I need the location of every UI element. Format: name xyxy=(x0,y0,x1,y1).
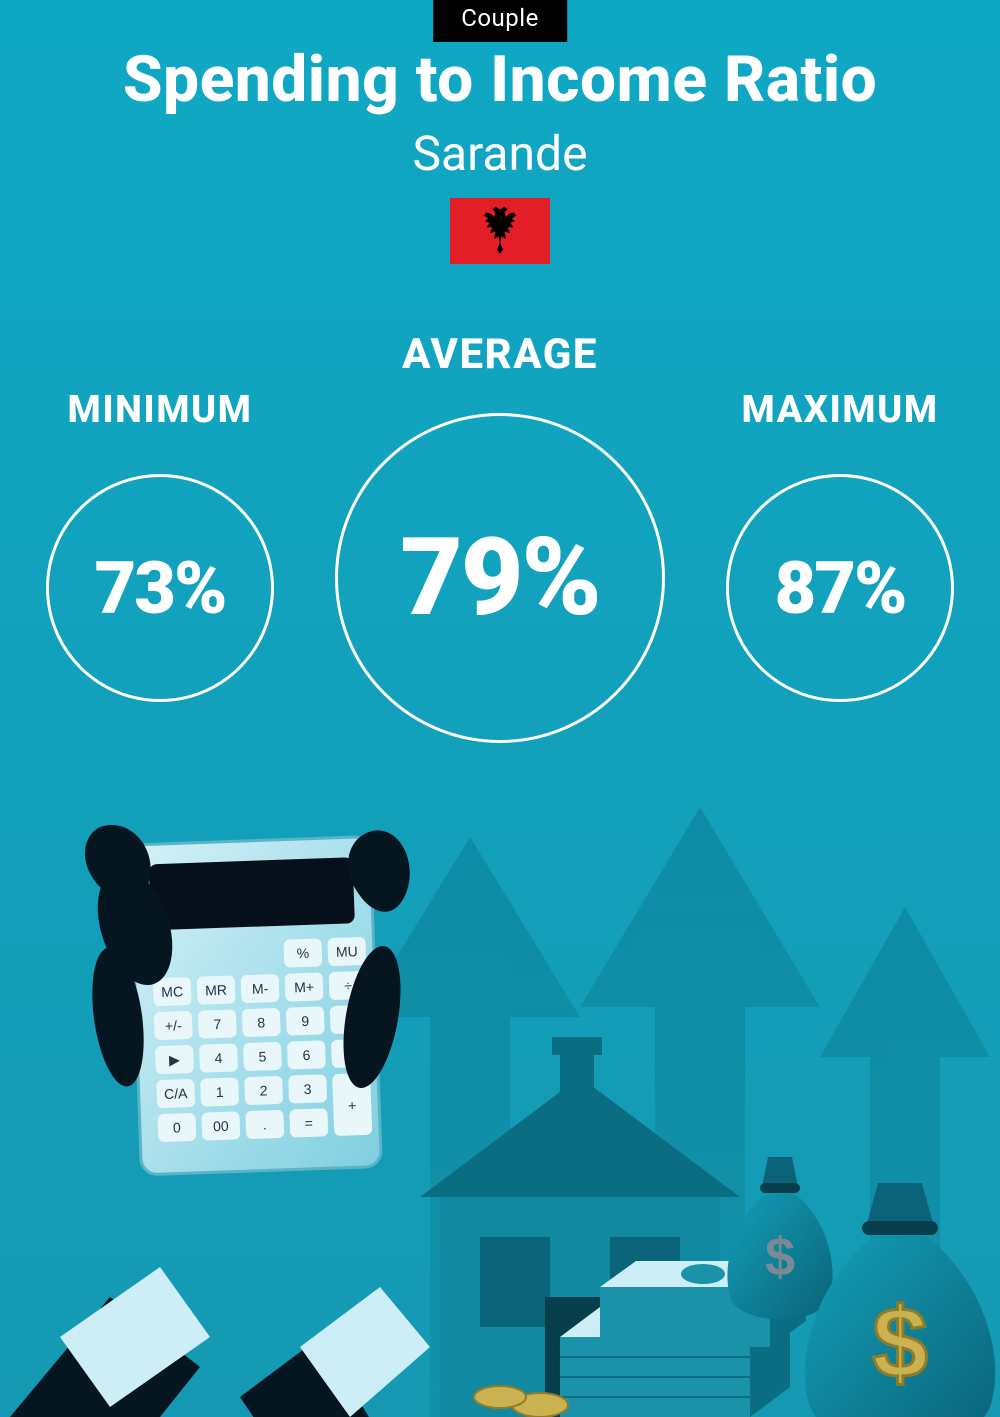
metric-minimum-value: 73% xyxy=(95,546,226,631)
svg-text:$: $ xyxy=(872,1287,928,1399)
metric-average-label: AVERAGE xyxy=(402,330,598,379)
metric-maximum-value: 87% xyxy=(775,546,906,631)
svg-text:.: . xyxy=(263,1116,267,1132)
metric-maximum-label: MAXIMUM xyxy=(741,388,938,432)
metric-average: AVERAGE 79% xyxy=(320,330,680,743)
svg-text:1: 1 xyxy=(216,1084,225,1100)
svg-text:MU: MU xyxy=(336,943,358,960)
svg-text:▶: ▶ xyxy=(169,1051,181,1067)
svg-text:MC: MC xyxy=(161,983,183,1000)
money-bag-icon: $ xyxy=(805,1183,995,1417)
svg-text:M-: M- xyxy=(252,980,269,997)
svg-text:4: 4 xyxy=(214,1050,223,1066)
svg-text:M+: M+ xyxy=(294,979,314,996)
metric-maximum-circle: 87% xyxy=(726,474,954,702)
svg-text:=: = xyxy=(304,1115,313,1131)
svg-text:MR: MR xyxy=(205,982,227,999)
category-badge-text: Couple xyxy=(461,4,539,32)
svg-text:$: $ xyxy=(765,1227,795,1287)
metrics-row: MINIMUM 73% AVERAGE 79% MAXIMUM 87% xyxy=(0,330,1000,743)
svg-text:5: 5 xyxy=(258,1048,267,1064)
svg-text:00: 00 xyxy=(213,1118,229,1135)
metric-average-value: 79% xyxy=(400,515,599,641)
finance-illustration: $ $ xyxy=(0,777,1000,1417)
metric-minimum-label: MINIMUM xyxy=(68,388,253,432)
svg-text:6: 6 xyxy=(302,1047,311,1063)
svg-text:+/-: +/- xyxy=(165,1017,183,1034)
svg-text:0: 0 xyxy=(173,1119,182,1135)
svg-text:2: 2 xyxy=(259,1082,268,1098)
svg-text:÷: ÷ xyxy=(344,977,353,993)
svg-text:8: 8 xyxy=(257,1014,266,1030)
svg-text:7: 7 xyxy=(213,1016,222,1032)
page-title: Spending to Income Ratio xyxy=(0,42,1000,117)
country-flag xyxy=(450,198,550,264)
category-badge: Couple xyxy=(433,0,567,42)
svg-text:C/A: C/A xyxy=(164,1085,189,1102)
metric-maximum: MAXIMUM 87% xyxy=(700,388,980,702)
infographic-canvas: Couple Spending to Income Ratio Sarande … xyxy=(0,0,1000,1417)
svg-text:3: 3 xyxy=(303,1081,312,1097)
metric-minimum: MINIMUM 73% xyxy=(20,388,300,702)
svg-text:+: + xyxy=(348,1097,357,1113)
calculator-hands-icon: % MU MC MR M- M+ ÷ +/- 7 8 9 × ▶ 4 xyxy=(0,825,430,1417)
location-subtitle: Sarande xyxy=(0,125,1000,182)
metric-minimum-circle: 73% xyxy=(46,474,274,702)
svg-text:9: 9 xyxy=(301,1013,310,1029)
metric-average-circle: 79% xyxy=(335,413,665,743)
eagle-icon xyxy=(477,205,523,257)
svg-text:%: % xyxy=(296,945,309,961)
